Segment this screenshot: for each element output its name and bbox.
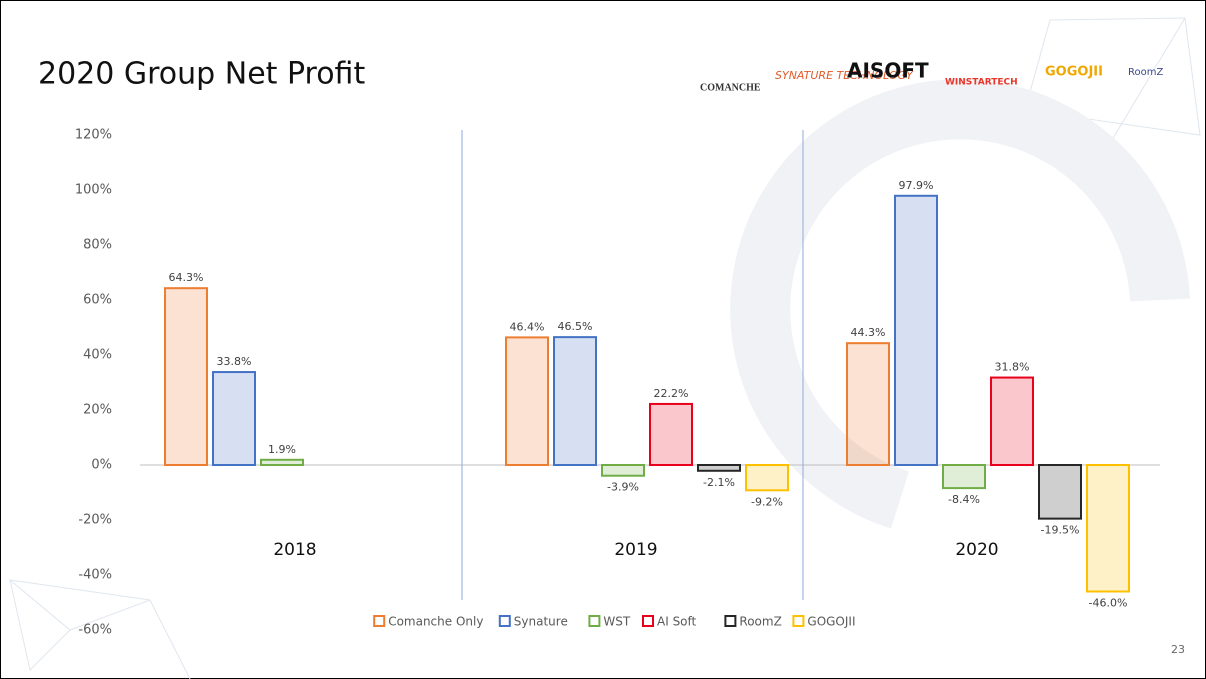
- legend-label: AI Soft: [657, 615, 697, 629]
- y-tick-label: -60%: [78, 623, 112, 638]
- data-label: 46.4%: [510, 320, 545, 333]
- category-label: 2019: [614, 540, 657, 560]
- bar: [505, 336, 549, 466]
- logo: RoomZ: [1128, 67, 1163, 78]
- legend-label: WST: [603, 615, 630, 629]
- bar: [164, 287, 208, 466]
- data-label: -46.0%: [1089, 597, 1128, 610]
- category-label: 2020: [955, 540, 998, 560]
- data-label: -2.1%: [703, 476, 735, 489]
- logo: WINSTARTECH: [945, 78, 1018, 88]
- data-label: -8.4%: [948, 493, 980, 506]
- legend-swatch: [498, 615, 511, 627]
- bar: [697, 464, 741, 472]
- legend-label: Synature: [514, 615, 568, 629]
- y-tick-label: 80%: [83, 238, 112, 253]
- bar: [745, 464, 789, 492]
- category-label: 2018: [273, 540, 316, 560]
- data-label: -19.5%: [1041, 524, 1080, 537]
- data-label: 1.9%: [268, 443, 296, 456]
- bar: [990, 376, 1034, 466]
- y-tick-label: 40%: [83, 348, 112, 363]
- logo: COMANCHE: [700, 82, 761, 93]
- bar: [894, 194, 938, 466]
- data-label: -3.9%: [607, 481, 639, 494]
- bar: [649, 402, 693, 467]
- watermark: [730, 79, 1190, 529]
- y-tick-label: 100%: [75, 183, 112, 198]
- logo: SYNATURE TECHNOLOGY: [775, 69, 914, 82]
- page-number: 23: [1171, 643, 1185, 656]
- y-tick-label: 120%: [75, 128, 112, 143]
- y-tick-label: -20%: [78, 513, 112, 528]
- data-label: 31.8%: [995, 361, 1030, 374]
- legend-label: RoomZ: [739, 615, 781, 629]
- legend-label: Comanche Only: [388, 615, 483, 629]
- legend-swatch: [588, 615, 601, 627]
- slide-title: 2020 Group Net Profit: [38, 57, 365, 92]
- data-label: 22.2%: [654, 387, 689, 400]
- data-label: 33.8%: [217, 355, 252, 368]
- legend-swatch: [373, 615, 386, 627]
- bar: [260, 458, 304, 466]
- logo: AISOFT: [847, 59, 929, 83]
- data-label: -9.2%: [751, 495, 783, 508]
- bar: [1038, 464, 1082, 520]
- legend-swatch: [642, 615, 654, 627]
- data-label: 97.9%: [899, 179, 934, 192]
- y-tick-label: 0%: [91, 458, 112, 473]
- bar: [846, 342, 890, 466]
- data-label: 46.5%: [558, 320, 593, 333]
- data-label: 64.3%: [169, 271, 204, 284]
- y-tick-label: 20%: [83, 403, 112, 418]
- legend-swatch: [724, 615, 737, 627]
- bar: [1086, 464, 1130, 593]
- bar: [601, 464, 645, 477]
- bar: [942, 464, 986, 490]
- logo: GOGOJII: [1045, 65, 1103, 80]
- legend-label: GOGOJII: [807, 615, 855, 629]
- y-tick-label: 60%: [83, 293, 112, 308]
- y-tick-label: -40%: [78, 568, 112, 583]
- bar: [212, 371, 256, 466]
- bar: [553, 336, 597, 466]
- data-label: 44.3%: [851, 326, 886, 339]
- legend-swatch: [792, 615, 805, 627]
